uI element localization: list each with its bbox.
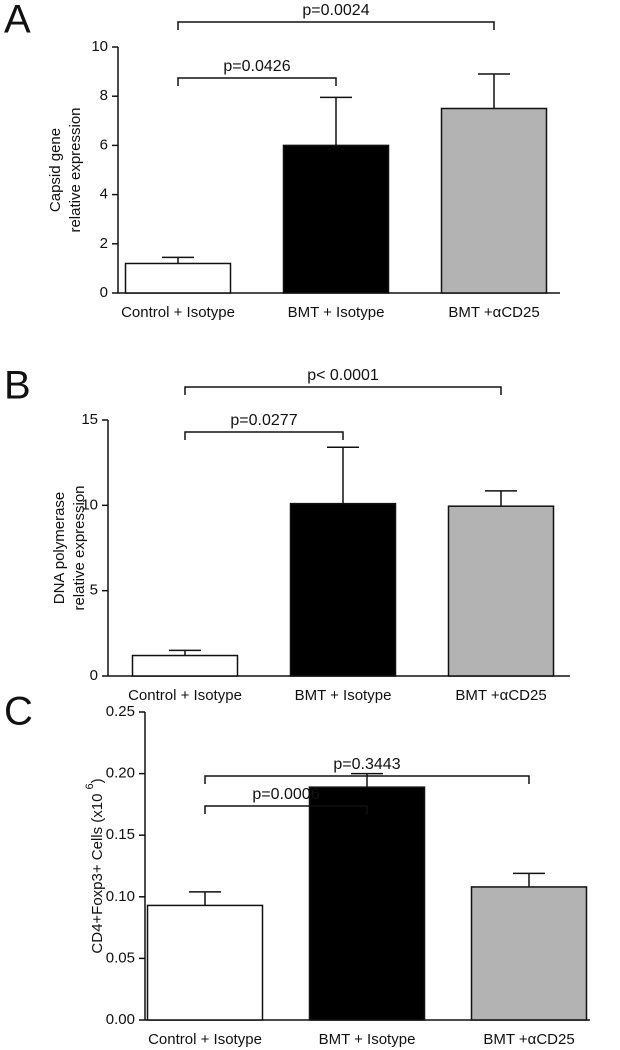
x-tick-label: BMT + Isotype xyxy=(288,304,385,321)
bar xyxy=(282,144,390,294)
y-tick-label: 8 xyxy=(100,87,108,104)
bar xyxy=(131,654,239,677)
y-tick-label: 0.15 xyxy=(106,826,135,843)
x-tick-label: BMT +αCD25 xyxy=(483,1031,574,1048)
x-tick-label: Control + Isotype xyxy=(148,1031,262,1048)
p-value-label: p=0.0024 xyxy=(302,2,369,19)
panel-letter: A xyxy=(4,0,31,42)
y-tick-label: 10 xyxy=(91,38,108,55)
x-tick-label: BMT + Isotype xyxy=(319,1031,416,1048)
y-axis-label-part: CD4+Foxp3+ Cells (x10 xyxy=(89,794,106,954)
significance-bracket xyxy=(204,775,530,784)
y-tick-label: 15 xyxy=(81,411,98,428)
p-value-label: p=0.3443 xyxy=(333,756,400,773)
x-tick-label: BMT + Isotype xyxy=(295,687,392,704)
y-axis-label: DNA polymerase xyxy=(51,492,68,605)
p-value-label: p=0.0006 xyxy=(252,786,319,803)
panel-letter: C xyxy=(4,690,33,734)
bar xyxy=(470,886,588,1021)
y-axis-label: CD4+Foxp3+ Cells (x10 6) xyxy=(84,778,106,953)
x-tick-label: Control + Isotype xyxy=(128,687,242,704)
significance-bracket xyxy=(184,431,344,440)
y-tick-label: 4 xyxy=(100,186,108,203)
y-axis-label-superscript: 6 xyxy=(84,783,96,789)
p-value-label: p< 0.0001 xyxy=(307,367,379,384)
y-axis-label: relative expression xyxy=(71,485,88,610)
y-axis-label-part: ) xyxy=(89,778,106,783)
bar xyxy=(146,904,264,1021)
y-axis-label: relative expression xyxy=(67,107,84,232)
y-tick-label: 5 xyxy=(90,582,98,599)
x-tick-label: Control + Isotype xyxy=(121,304,235,321)
x-tick-label: BMT +αCD25 xyxy=(455,687,546,704)
significance-bracket xyxy=(204,805,368,814)
y-tick-label: 0.25 xyxy=(106,703,135,720)
y-tick-label: 0.05 xyxy=(106,949,135,966)
y-tick-label: 0.10 xyxy=(106,888,135,905)
significance-bracket xyxy=(177,77,337,86)
y-tick-label: 0 xyxy=(100,284,108,301)
y-tick-label: 10 xyxy=(81,496,98,513)
y-tick-label: 0.20 xyxy=(106,765,135,782)
bar xyxy=(124,262,232,294)
x-tick-label: BMT +αCD25 xyxy=(448,304,539,321)
y-tick-label: 2 xyxy=(100,235,108,252)
y-axis-label: Capsid gene xyxy=(47,128,64,212)
bar xyxy=(289,502,397,677)
significance-bracket xyxy=(177,21,495,30)
p-value-label: p=0.0277 xyxy=(230,412,297,429)
panel-letter: B xyxy=(4,364,31,408)
bar xyxy=(447,505,555,677)
p-value-label: p=0.0426 xyxy=(223,58,290,75)
significance-bracket xyxy=(184,386,502,395)
y-tick-label: 6 xyxy=(100,136,108,153)
bar xyxy=(440,107,548,294)
y-tick-label: 0 xyxy=(90,667,98,684)
bar xyxy=(308,786,426,1021)
y-tick-label: 0.00 xyxy=(106,1011,135,1028)
